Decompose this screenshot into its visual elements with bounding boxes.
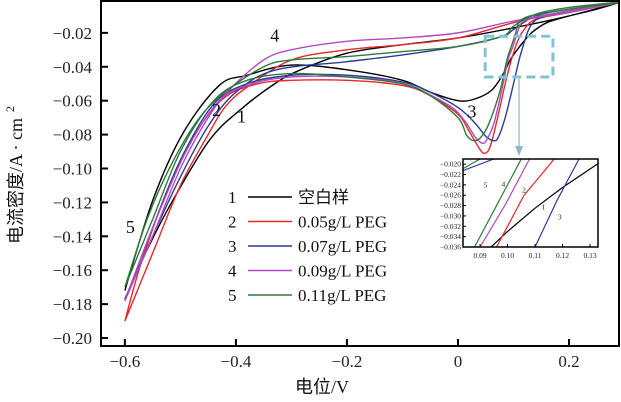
inset-plot-area (463, 159, 598, 247)
inset-x-tick-label: 0.12 (556, 251, 569, 260)
inset-y-tick-label: −0.028 (440, 201, 461, 210)
inset-x-tick-label: 0.10 (501, 251, 514, 260)
inset-x-tick-label: 0.11 (529, 251, 542, 260)
y-tick-label: −0.20 (53, 329, 92, 348)
inset-series-line-2 (496, 159, 555, 247)
y-tick-label: −0.14 (53, 227, 93, 246)
series-line-2 (124, 1, 619, 322)
plot-area (124, 1, 619, 322)
inset-curve-label-2: 2 (522, 186, 526, 195)
zoom-region (483, 34, 555, 156)
inset-y-tick-label: −0.024 (440, 180, 461, 189)
curve-label-1: 1 (237, 107, 246, 127)
inset-axes: −0.020−0.022−0.024 −0.026−0.028−0.030 −0.0… (440, 160, 597, 260)
legend-number: 2 (228, 213, 237, 232)
inset-y-tick-label: −0.020 (440, 160, 461, 169)
inset-x-tick-label: 0.09 (473, 251, 486, 260)
curve-label-3: 3 (467, 102, 476, 122)
curve-label-2: 2 (212, 100, 221, 120)
y-axis-label-superscript: 2 (3, 106, 17, 112)
curve-label-4: 4 (270, 25, 279, 45)
y-axis: −0.02 −0.04 −0.06 −0.08 −0.10 −0.12 −0.14 −0.16… (53, 24, 108, 348)
inset-frame (462, 158, 599, 248)
inset-y-tick-label: −0.026 (440, 191, 461, 200)
x-tick-label: 0.2 (558, 352, 579, 371)
inset-series-line-1 (490, 163, 598, 247)
plot-frame (100, 0, 620, 347)
legend-label: 空白样 (298, 188, 349, 207)
x-tick-label: −0.2 (332, 352, 363, 371)
inset-curve-label-3: 3 (558, 213, 562, 222)
y-tick-label: −0.12 (53, 193, 92, 212)
legend-label: 0.11g/L PEG (298, 286, 386, 305)
inset-curve-label-4: 4 (502, 179, 506, 188)
y-tick-label: −0.10 (53, 159, 92, 178)
inset-y-tick-label: −0.034 (440, 232, 461, 241)
y-tick-label: −0.16 (53, 261, 92, 280)
x-tick-label: −0.6 (109, 352, 140, 371)
legend: 1 空白样 2 0.05g/L PEG 3 0.07g/L PEG 4 0.09g/L PEG… (228, 188, 387, 305)
inset-curve-label-1: 1 (541, 203, 545, 212)
zoom-arrow-head (515, 146, 524, 156)
x-tick-label: −0.4 (220, 352, 251, 371)
inset-y-tick-label: −0.036 (440, 243, 461, 252)
x-axis-label: 电位/V (295, 377, 349, 397)
legend-number: 3 (228, 237, 237, 256)
legend-label: 0.07g/L PEG (298, 237, 387, 256)
x-tick-label: 0 (454, 352, 463, 371)
inset-y-tick-label: −0.032 (440, 222, 461, 231)
inset-chart: −0.020−0.022−0.024 −0.026−0.028−0.030 −0.0… (440, 158, 599, 260)
x-axis: −0.6 −0.4 −0.2 0 0.2 (109, 339, 580, 371)
inset-y-tick-label: −0.022 (440, 170, 461, 179)
inset-x-tick-label: 0.13 (583, 251, 596, 260)
legend-label: 0.05g/L PEG (298, 213, 387, 232)
legend-number: 5 (228, 286, 237, 305)
y-tick-label: −0.08 (53, 126, 92, 145)
y-axis-label: 电流密度/A · cm 2 (3, 106, 26, 244)
series-line-3 (124, 1, 619, 302)
inset-series-line-4 (479, 159, 531, 247)
inset-curve-label-5: 5 (484, 180, 488, 189)
legend-number: 4 (228, 262, 237, 281)
inset-series-line-3 (463, 159, 580, 247)
series-line-5 (124, 1, 619, 288)
inset-series-line-5 (463, 159, 522, 247)
y-tick-label: −0.06 (53, 92, 92, 111)
curve-label-5: 5 (126, 217, 135, 237)
y-axis-label-text: 电流密度/A · cm (6, 118, 26, 244)
legend-number: 1 (228, 188, 237, 207)
zoom-box (483, 34, 555, 79)
y-tick-label: −0.18 (53, 295, 92, 314)
legend-label: 0.09g/L PEG (298, 262, 387, 281)
series-line-4 (124, 1, 619, 302)
inset-y-tick-label: −0.030 (440, 211, 461, 220)
y-tick-label: −0.04 (53, 58, 93, 77)
curve-labels: 12 345 (126, 25, 476, 237)
inset-background (463, 159, 598, 247)
y-tick-label: −0.02 (53, 24, 92, 43)
